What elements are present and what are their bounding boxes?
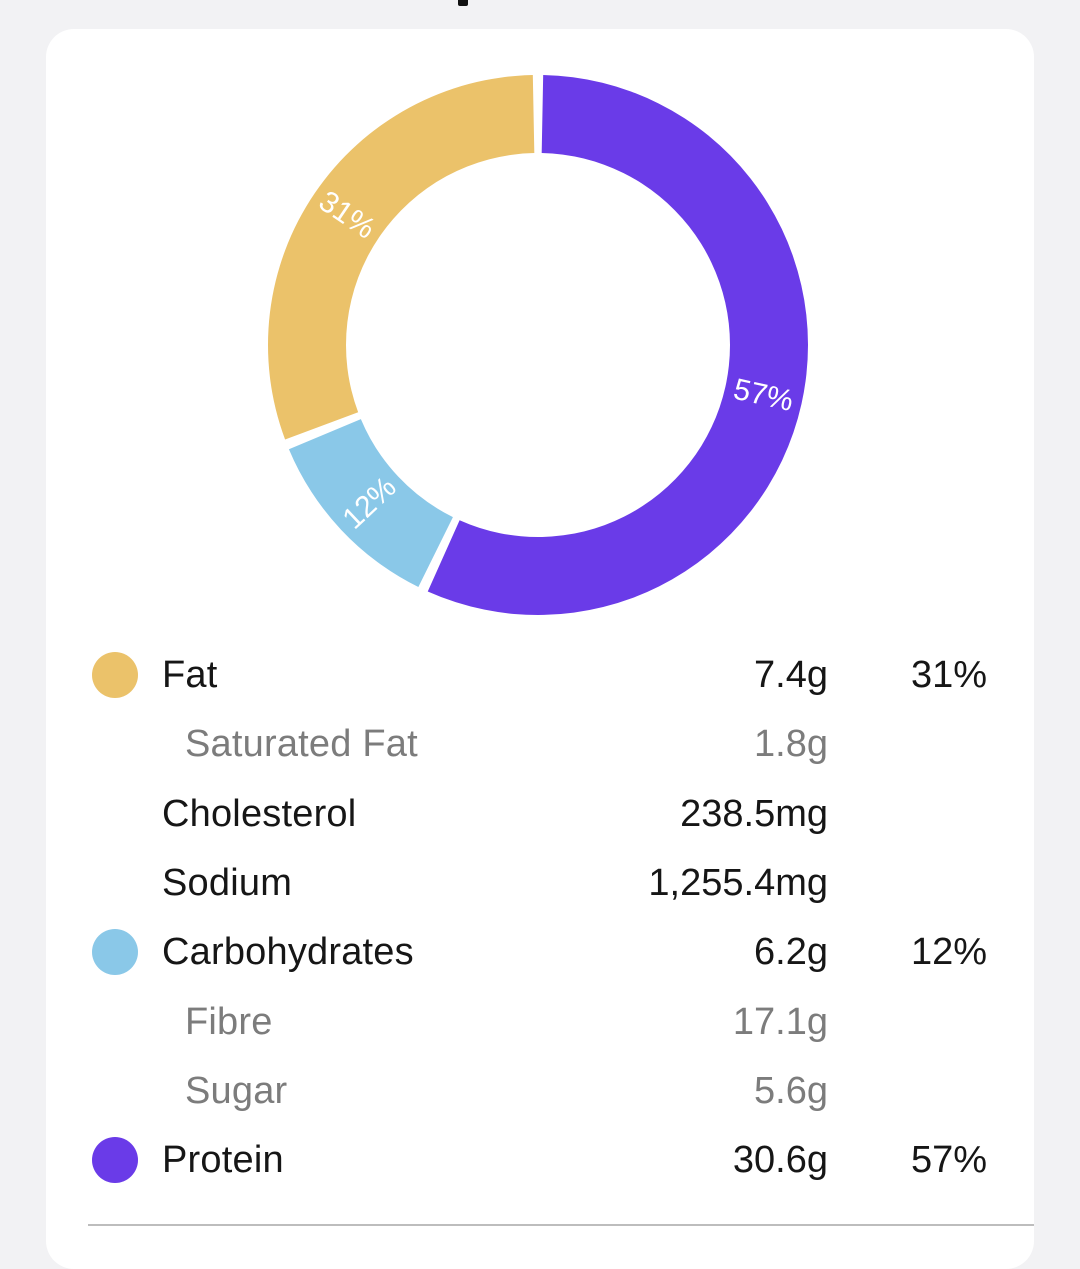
legend-dot-protein: [92, 1137, 138, 1184]
nutrient-row: Sugar 5.6g: [0, 1056, 1080, 1126]
nutrient-row: Fibre 17.1g: [0, 987, 1080, 1057]
nutrient-label: Saturated Fat: [185, 723, 418, 766]
nutrient-label: Sodium: [162, 861, 293, 904]
nutrient-amount: 1,255.4mg: [648, 861, 828, 904]
legend-dot-fat: [92, 652, 138, 698]
nutrient-percent: 12%: [910, 931, 987, 974]
nutrient-row: Cholesterol 238.5mg: [0, 779, 1080, 849]
nutrient-amount: 30.6g: [732, 1139, 828, 1182]
nutrient-amount: 1.8g: [754, 723, 828, 766]
nutrient-row: Protein 30.6g 57%: [0, 1125, 1080, 1195]
nutrient-label: Fibre: [185, 1000, 273, 1043]
nutrient-label: Carbohydrates: [162, 931, 414, 974]
nutrient-row: Sodium 1,255.4mg: [0, 848, 1080, 918]
nutrient-amount: 5.6g: [754, 1069, 828, 1112]
nutrient-label: Fat: [162, 654, 218, 696]
nutrient-label: Cholesterol: [162, 792, 357, 835]
nutrient-amount: 17.1g: [732, 1000, 828, 1043]
nutrient-amount: 7.4g: [754, 654, 828, 696]
nutrient-percent: 57%: [910, 1139, 987, 1182]
nutrition-card: [46, 29, 1034, 1269]
nutrient-row: Carbohydrates 6.2g 12%: [0, 917, 1080, 987]
nutrient-row: Saturated Fat 1.8g: [0, 709, 1080, 779]
nutrient-amount: 6.2g: [754, 931, 828, 974]
donut-slice-protein: [427, 75, 809, 615]
nutrient-amount: 238.5mg: [680, 792, 828, 835]
nutrient-label: Sugar: [185, 1069, 288, 1112]
nutrient-row: Fat 7.4g 31%: [0, 640, 1080, 710]
header-fragment: [458, 0, 468, 6]
macro-donut-chart: 57%12%31%: [267, 75, 809, 615]
nutrient-label: Protein: [162, 1139, 284, 1182]
donut-slice-fat: [267, 75, 535, 440]
legend-dot-carbohydrates: [92, 929, 138, 976]
nutrient-percent: 31%: [910, 654, 987, 696]
donut-slice-carbohydrates: [288, 419, 453, 588]
bottom-divider: [88, 1224, 1034, 1226]
